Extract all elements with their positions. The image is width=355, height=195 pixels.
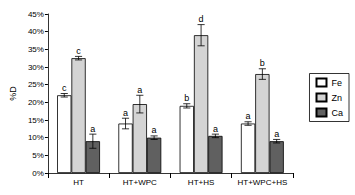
svg-text:40%: 40% — [28, 27, 44, 36]
svg-text:c: c — [76, 46, 81, 56]
svg-text:c: c — [62, 83, 67, 93]
svg-text:a: a — [137, 85, 142, 95]
svg-text:0%: 0% — [32, 169, 44, 178]
svg-text:5%: 5% — [32, 151, 44, 160]
svg-text:b: b — [260, 58, 265, 68]
svg-text:HT+HS: HT+HS — [188, 178, 214, 187]
svg-text:a: a — [152, 125, 157, 135]
svg-text:30%: 30% — [28, 63, 44, 72]
svg-text:a: a — [123, 108, 128, 118]
svg-text:d: d — [199, 14, 204, 24]
svg-text:45%: 45% — [28, 10, 44, 19]
svg-text:35%: 35% — [28, 45, 44, 54]
svg-text:Zn: Zn — [331, 93, 342, 103]
svg-text:20%: 20% — [28, 98, 44, 107]
svg-text:Ca: Ca — [331, 108, 343, 118]
svg-text:10%: 10% — [28, 133, 44, 142]
svg-text:25%: 25% — [28, 80, 44, 89]
svg-text:HT: HT — [73, 178, 84, 187]
svg-text:HT+WPC: HT+WPC — [123, 178, 157, 187]
svg-text:b: b — [184, 93, 189, 103]
svg-text:a: a — [246, 111, 251, 121]
svg-text:15%: 15% — [28, 116, 44, 125]
svg-text:Fe: Fe — [331, 78, 342, 88]
svg-text:a: a — [90, 124, 95, 134]
svg-text:HT+WPC+HS: HT+WPC+HS — [237, 178, 287, 187]
svg-text:%D: %D — [8, 86, 18, 101]
svg-text:a: a — [274, 129, 279, 139]
svg-text:a: a — [213, 124, 218, 134]
